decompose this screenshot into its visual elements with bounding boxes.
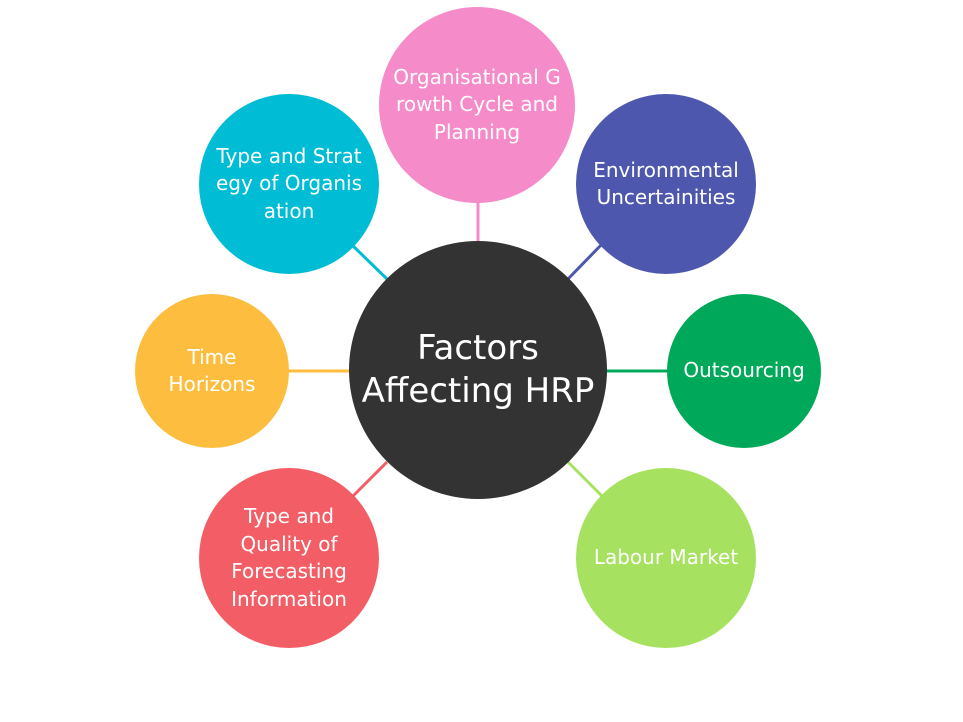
- node-label: Time Horizons: [168, 344, 256, 397]
- node-label: Type and Quality of Forecasting Informat…: [231, 504, 347, 611]
- connector-labour: [566, 460, 605, 499]
- connector-type-strategy: [348, 241, 389, 281]
- node-labour-market: Labour Market: [576, 468, 756, 648]
- node-label: Labour Market: [593, 545, 739, 570]
- node-type-and-strategy: Type and Strategy of Organisation: [199, 94, 379, 274]
- node-label: Outsourcing: [683, 358, 805, 383]
- central-title: Factors Affecting HRP: [361, 328, 595, 411]
- node-outsourcing: Outsourcing: [667, 294, 821, 448]
- node-organisational-growth: Organisational Growth Cycle and Planning: [379, 7, 575, 203]
- node-label: Organisational Growth Cycle and Planning: [393, 64, 561, 144]
- node-label: Environmental Uncertainities: [593, 157, 739, 210]
- central-node: Factors Affecting HRP: [349, 241, 607, 499]
- connector-forecasting: [350, 460, 389, 499]
- node-time-horizons: Time Horizons: [135, 294, 289, 448]
- node-label: Type and Strategy of Organisation: [215, 143, 363, 223]
- node-environmental-uncertainities: Environmental Uncertainities: [576, 94, 756, 274]
- node-forecasting-information: Type and Quality of Forecasting Informat…: [199, 468, 379, 648]
- connector-environmental: [566, 241, 605, 281]
